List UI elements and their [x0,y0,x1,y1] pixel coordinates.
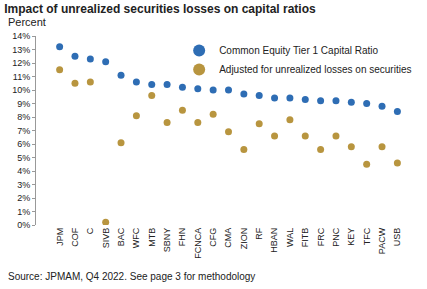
svg-text:RF: RF [254,227,264,239]
svg-text:USB: USB [392,228,402,247]
svg-text:CMA: CMA [223,228,233,248]
svg-text:10%: 10% [12,85,30,95]
svg-text:1%: 1% [17,207,30,217]
svg-text:SIVB: SIVB [101,228,111,249]
svg-text:13%: 13% [12,45,30,55]
svg-text:KEY: KEY [346,228,356,246]
svg-text:5%: 5% [17,153,30,163]
svg-text:FCNCA: FCNCA [193,228,203,259]
svg-text:HBAN: HBAN [269,228,279,253]
svg-text:PACW: PACW [377,227,387,254]
svg-text:4%: 4% [17,166,30,176]
svg-text:TFC: TFC [362,227,372,245]
svg-text:ZION: ZION [239,228,249,250]
svg-text:11%: 11% [13,72,30,82]
svg-text:SBNY: SBNY [162,228,172,253]
svg-text:14%: 14% [12,31,30,41]
svg-text:Adjusted for unrealized losses: Adjusted for unrealized losses on securi… [219,64,411,75]
svg-text:2%: 2% [17,193,30,203]
svg-text:PNC: PNC [331,227,341,247]
svg-text:Percent: Percent [8,16,46,28]
svg-text:CFG: CFG [208,228,218,247]
svg-text:Common Equity Tier 1 Capital R: Common Equity Tier 1 Capital Ratio [219,45,378,56]
svg-text:BAC: BAC [116,227,126,246]
svg-text:12%: 12% [12,58,30,68]
svg-text:WFC: WFC [131,227,141,248]
svg-text:0%: 0% [17,220,30,230]
svg-text:6%: 6% [17,139,30,149]
svg-text:FRC: FRC [316,227,326,246]
svg-text:WAL: WAL [285,228,295,247]
svg-text:C: C [85,227,95,234]
svg-text:COF: COF [70,227,80,247]
svg-text:Source: JPMAM, Q4 2022. See pa: Source: JPMAM, Q4 2022. See page 3 for m… [8,271,255,282]
svg-text:FHN: FHN [177,228,187,247]
svg-text:JPM: JPM [55,228,65,246]
svg-text:7%: 7% [17,126,30,136]
svg-text:Impact of unrealized securitie: Impact of unrealized securities losses o… [4,2,316,16]
svg-text:FITB: FITB [300,228,310,248]
svg-text:3%: 3% [17,180,30,190]
svg-text:MTB: MTB [147,228,157,247]
svg-text:8%: 8% [17,112,30,122]
svg-text:9%: 9% [17,99,30,109]
